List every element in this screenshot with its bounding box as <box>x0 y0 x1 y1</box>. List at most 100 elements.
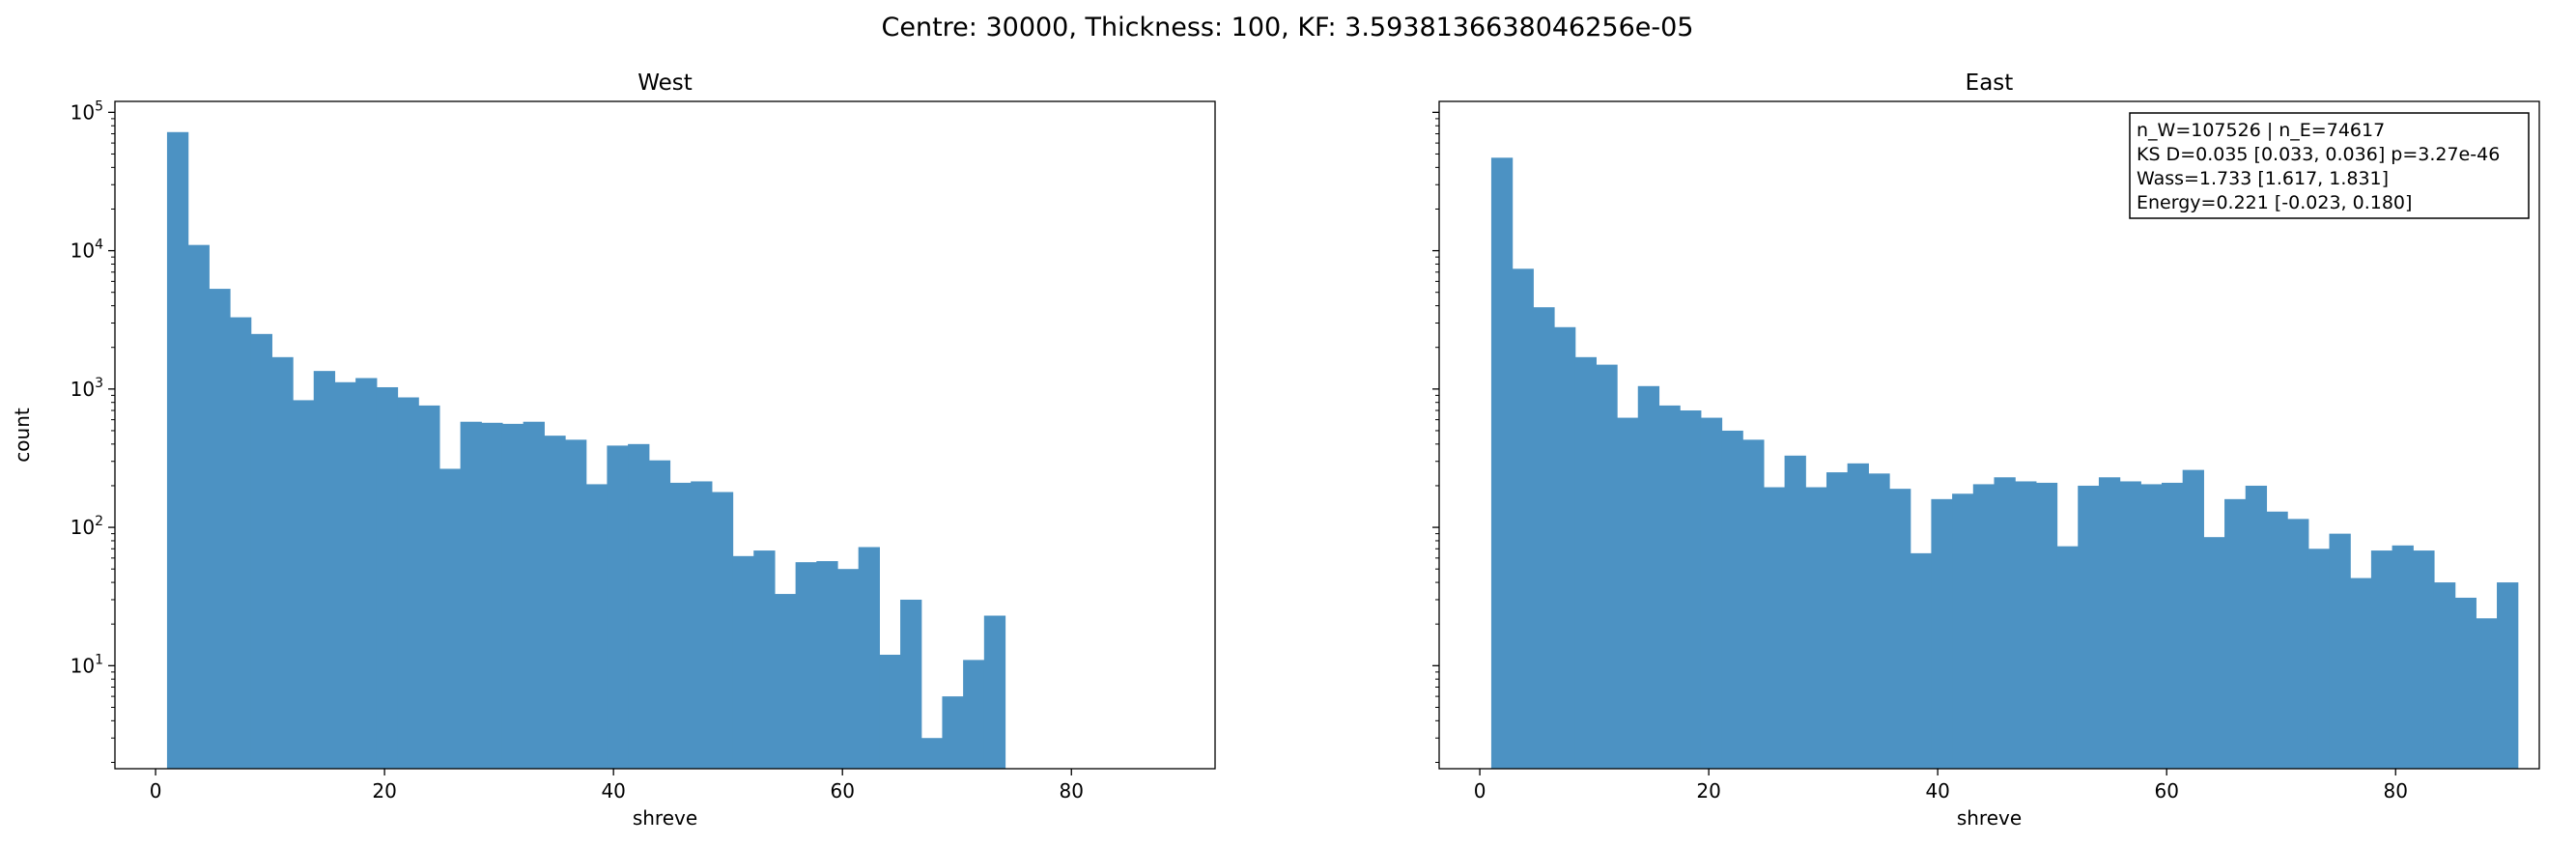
histogram-bar <box>1972 484 1996 769</box>
histogram-bar <box>942 696 964 769</box>
west-x-label: shreve <box>633 806 697 830</box>
x-tick-label: 80 <box>1060 779 1084 803</box>
histogram-bar <box>1742 439 1765 769</box>
histogram-bar <box>2287 519 2309 769</box>
histogram-bar <box>313 371 336 769</box>
histogram-bar <box>397 397 419 769</box>
x-tick-label: 20 <box>1696 779 1720 803</box>
histogram-bar <box>753 550 776 769</box>
figure-title: Centre: 30000, Thickness: 100, KF: 3.593… <box>882 13 1694 42</box>
histogram-bar <box>669 482 692 769</box>
histogram-bar <box>2224 498 2247 769</box>
west-title: West <box>637 70 693 96</box>
east-panel: 0 20 40 60 80 East shreve n_W=107526 | n_E=7… <box>1432 70 2540 830</box>
histogram-bar <box>230 317 252 769</box>
histogram-bar <box>1868 473 1890 769</box>
histogram-bar <box>585 484 609 769</box>
east-y-axis <box>1432 111 1439 763</box>
histogram-bar <box>1721 430 1743 769</box>
west-histogram <box>166 131 1006 769</box>
y-tick-label: 102 <box>71 514 103 539</box>
histogram-bar <box>691 481 713 769</box>
histogram-bar <box>2015 481 2037 769</box>
y-tick-label: 103 <box>71 376 103 401</box>
histogram-bar <box>2497 582 2519 769</box>
east-histogram <box>1490 157 2519 769</box>
histogram-bar <box>2392 545 2414 769</box>
histogram-bar <box>418 405 440 769</box>
histogram-bar <box>376 386 399 769</box>
histogram-bar <box>2245 485 2268 769</box>
histogram-bar <box>1805 487 1827 769</box>
histogram-bar <box>795 562 817 769</box>
east-x-label: shreve <box>1957 806 2022 830</box>
histogram-bar <box>460 421 482 769</box>
histogram-bar <box>858 547 880 769</box>
x-tick-label: 20 <box>372 779 396 803</box>
x-tick-label: 0 <box>150 779 162 803</box>
histogram-bar <box>1910 552 1933 769</box>
histogram-bar <box>1658 405 1681 769</box>
histogram-bar <box>648 460 671 769</box>
histogram-bar <box>2350 577 2372 769</box>
west-axes-frame <box>114 100 1216 770</box>
histogram-bar <box>166 131 189 769</box>
histogram-bar <box>1763 487 1786 769</box>
histogram-bar <box>1512 268 1534 769</box>
x-tick-label: 40 <box>1925 779 1949 803</box>
histogram-bar <box>2433 582 2456 769</box>
histogram-bar <box>900 599 922 769</box>
histogram-bar <box>187 244 210 769</box>
histogram-bar <box>501 423 524 769</box>
histogram-bar <box>2035 482 2058 769</box>
histogram-bar <box>1617 417 1639 769</box>
east-title: East <box>1966 70 2014 96</box>
stats-wasserstein: Wass=1.733 [1.617, 1.831] <box>2137 168 2389 189</box>
y-tick-label: 104 <box>71 238 103 263</box>
histogram-bar <box>983 615 1006 769</box>
histogram-bar <box>628 443 650 769</box>
x-tick-label: 80 <box>2384 779 2408 803</box>
histogram-bar <box>271 356 294 769</box>
histogram-bar <box>963 660 985 769</box>
histogram-bar <box>1680 410 1702 769</box>
x-tick-label: 0 <box>1474 779 1486 803</box>
histogram-bar <box>1700 417 1723 769</box>
histogram-bar <box>1952 493 1974 769</box>
histogram-bar <box>836 569 860 769</box>
histogram-bar <box>2476 618 2498 769</box>
histogram-bar <box>607 445 629 769</box>
histogram-bar <box>523 421 545 769</box>
west-x-axis: 0 20 40 60 80 <box>150 769 1084 803</box>
histogram-bar <box>2307 549 2331 769</box>
east-axes-frame <box>1438 100 2540 770</box>
east-x-axis: 0 20 40 60 80 <box>1474 769 2408 803</box>
histogram-bar <box>711 492 734 769</box>
histogram-bar <box>2413 550 2435 769</box>
histogram-bar <box>1889 489 1911 769</box>
histogram-bar <box>2056 546 2079 769</box>
histogram-bar <box>1554 326 1576 769</box>
histogram-bar <box>2140 484 2163 769</box>
histogram-bar <box>1826 472 1849 769</box>
histogram-bar <box>250 333 272 769</box>
histogram-bar <box>2203 537 2225 769</box>
y-tick-label: 101 <box>71 652 103 677</box>
histogram-bar <box>732 555 754 769</box>
x-tick-label: 60 <box>2154 779 2178 803</box>
west-panel: 0 20 40 60 80 101 102 103 104 105 West shreve co… <box>11 70 1216 830</box>
histogram-bar <box>1847 463 1869 769</box>
histogram-bar <box>2454 597 2477 769</box>
stats-ks: KS D=0.035 [0.033, 0.036] p=3.27e-46 <box>2137 144 2500 165</box>
histogram-bar <box>439 468 462 769</box>
histogram-bar <box>1490 157 1514 769</box>
histogram-bar <box>1784 455 1806 769</box>
histogram-bar <box>2161 482 2184 769</box>
histogram-bar <box>1533 307 1555 769</box>
histogram-bar <box>565 439 587 769</box>
histogram-bar <box>2119 481 2141 769</box>
histogram-bar <box>1574 356 1597 769</box>
stats-counts: n_W=107526 | n_E=74617 <box>2137 120 2385 141</box>
x-tick-label: 40 <box>601 779 625 803</box>
